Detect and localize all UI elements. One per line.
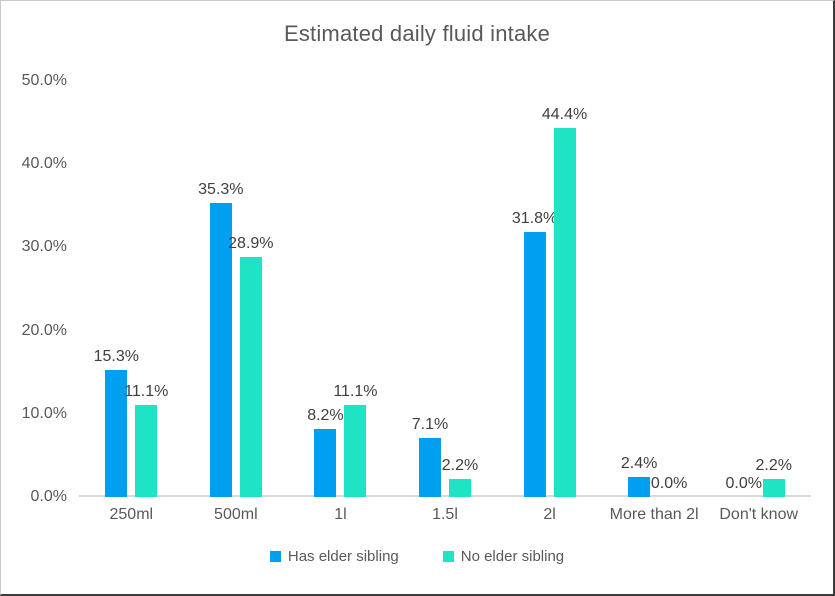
bar-slot: 0.0% [651, 81, 687, 497]
data-label: 15.3% [93, 347, 139, 365]
data-label: 44.4% [541, 105, 588, 123]
data-label: 7.1% [411, 415, 449, 433]
category-group: 31.8% 44.4% 2l [497, 81, 602, 523]
bar-slot: 2.2% [755, 81, 792, 497]
bar-pair: 31.8% 44.4% [497, 81, 602, 497]
bar [448, 478, 471, 497]
y-axis-tick-label: 10.0% [21, 404, 67, 422]
legend-swatch [269, 551, 281, 562]
y-axis-tick-label: 0.0% [30, 488, 67, 505]
y-axis-tick-label: 50.0% [21, 72, 67, 89]
legend-item: No elder sibling [442, 548, 565, 565]
bar [105, 369, 128, 497]
x-axis-line [79, 495, 811, 497]
bar-slot: 31.8% [512, 81, 557, 497]
data-label: 11.1% [124, 382, 169, 400]
bar [762, 478, 785, 497]
x-axis-category-label: More than 2l [609, 506, 699, 523]
y-axis-tick-label: 30.0% [21, 238, 67, 256]
data-label: 28.9% [228, 234, 274, 252]
bar [239, 256, 262, 497]
bar-pair: 8.2% 11.1% [288, 81, 393, 497]
bar [523, 232, 546, 497]
bar-slot: 35.3% [198, 81, 244, 497]
bar-pair: 35.3% 28.9% [184, 81, 289, 497]
bar-pair: 2.4% 0.0% [602, 81, 707, 497]
x-axis-category-label: 500ml [214, 506, 258, 523]
data-label: 2.4% [620, 455, 658, 473]
bar [344, 404, 367, 497]
bar-slot: 2.2% [442, 81, 478, 497]
bar-slot: 11.1% [333, 81, 378, 497]
legend: Has elder sibling No elder sibling [1, 548, 833, 565]
legend-swatch [442, 551, 454, 562]
data-label: 0.0% [725, 475, 762, 492]
data-label: 31.8% [511, 210, 558, 228]
bar-slot: 0.0% [725, 81, 761, 497]
bar [628, 477, 651, 497]
x-axis-category-label: 1l [334, 506, 347, 523]
bar-slot: 7.1% [412, 81, 448, 497]
category-group: 35.3% 28.9% 500ml [184, 81, 289, 523]
category-group: 15.3% 11.1% 250ml [79, 81, 184, 523]
category-group: 8.2% 11.1% 1l [288, 81, 393, 523]
data-label: 2.2% [755, 456, 792, 474]
bar-pair: 15.3% 11.1% [79, 81, 184, 497]
bar [314, 428, 337, 497]
bar-slot: 44.4% [542, 81, 587, 497]
bar-slot: 2.4% [621, 81, 657, 497]
chart-title: Estimated daily fluid intake [283, 21, 551, 46]
category-group: 2.4% 0.0% More than 2l [602, 81, 707, 523]
bar [553, 127, 576, 497]
data-label: 35.3% [198, 181, 244, 199]
bar-slot: 28.9% [228, 81, 274, 497]
data-label: 11.1% [333, 382, 378, 400]
category-group: 7.1% 2.2% 1.5l [393, 81, 498, 523]
bar-pair: 7.1% 2.2% [393, 81, 498, 497]
bar [209, 203, 232, 497]
x-axis-category-label: 250ml [109, 506, 154, 523]
x-axis-category-label: 1.5l [432, 506, 458, 523]
bar [418, 437, 441, 497]
legend-label: No elder sibling [460, 548, 565, 565]
y-axis-tick-label: 20.0% [21, 321, 67, 339]
bar-slot: 11.1% [124, 81, 168, 497]
legend-label: Has elder sibling [287, 548, 399, 565]
data-label: 2.2% [441, 456, 479, 474]
x-axis-category-label: 2l [543, 506, 556, 523]
x-axis-category-label: Don't know [719, 506, 799, 523]
bar-pair: 0.0% 2.2% [706, 81, 811, 497]
plot-area: 0.0% 10.0% 20.0% 30.0% 40.0% 50.0% 15.3% 11.1% 2… [22, 72, 811, 523]
legend-item: Has elder sibling [269, 548, 399, 565]
bar-slot: 15.3% [94, 81, 139, 497]
y-axis-tick-label: 40.0% [21, 155, 67, 173]
bar-slot: 8.2% [307, 81, 344, 497]
bar [135, 404, 158, 497]
data-label: 8.2% [307, 406, 344, 424]
data-label: 0.0% [650, 475, 688, 492]
category-group: 0.0% 2.2% Don't know [706, 81, 811, 523]
